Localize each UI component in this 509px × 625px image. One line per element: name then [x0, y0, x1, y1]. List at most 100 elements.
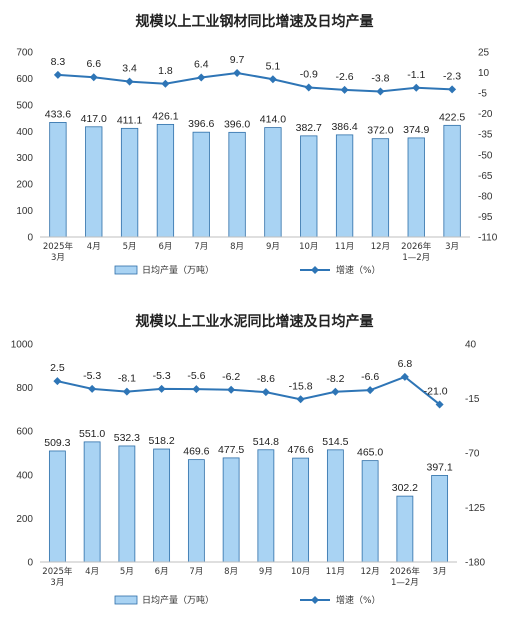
bar-value-label: 469.6: [183, 446, 209, 458]
x-axis-category-label: 2025年: [42, 566, 73, 577]
line-value-label: 1.8: [158, 65, 173, 77]
x-axis-category-label: 9月: [259, 567, 273, 577]
x-axis-category-label: 2026年: [401, 241, 432, 252]
x-axis-category-label: 5月: [120, 567, 134, 577]
line-point: [192, 385, 201, 394]
line-point: [89, 73, 98, 82]
bar-value-label: 397.1: [426, 461, 452, 473]
line-value-label: -8.2: [326, 373, 344, 385]
line-value-label: 6.4: [194, 58, 209, 70]
left-axis-tick-label: 500: [16, 100, 33, 111]
x-axis-category-label: 12月: [371, 242, 390, 252]
x-axis-category-label: 10月: [291, 567, 310, 577]
right-axis-tick-label: -20: [478, 109, 493, 120]
bar-value-label: 382.7: [296, 122, 322, 134]
legend-bar-swatch: [114, 595, 138, 605]
x-axis-category-label: 3月: [50, 578, 64, 588]
left-axis-tick-label: 600: [16, 427, 33, 438]
bar-value-label: 518.2: [148, 435, 174, 447]
bar: [300, 135, 318, 238]
bar: [118, 445, 136, 563]
line-point: [340, 85, 349, 94]
bar: [443, 124, 461, 238]
x-axis-category-label: 10月: [299, 242, 318, 252]
right-axis-tick-label: -50: [478, 150, 493, 161]
left-axis-tick-label: 200: [16, 180, 33, 191]
x-axis-category-label: 11月: [335, 242, 354, 252]
bar-value-label: 476.6: [287, 444, 313, 456]
line-point: [435, 400, 444, 409]
line-value-label: 3.4: [122, 63, 137, 75]
left-axis-tick-label: 1000: [11, 340, 34, 351]
line-point: [125, 77, 134, 86]
left-axis-tick-label: 800: [16, 383, 33, 394]
x-axis-category-label: 8月: [224, 567, 238, 577]
bar: [361, 460, 379, 563]
line-value-label: -3.8: [371, 72, 389, 84]
bar: [228, 131, 246, 238]
legend-bar-label: 日均产量（万吨）: [142, 594, 214, 606]
right-axis-tick-label: -80: [478, 191, 493, 202]
growth-line: [57, 375, 441, 406]
bar: [257, 449, 275, 563]
legend-bar-swatch: [114, 265, 138, 275]
bar: [83, 441, 101, 563]
line-point: [53, 70, 62, 79]
legend-bar-label: 日均产量（万吨）: [142, 264, 214, 276]
right-axis-tick-label: -35: [478, 130, 493, 141]
left-axis-tick-label: 300: [16, 153, 33, 164]
line-value-label: -5.6: [187, 370, 205, 382]
bar-value-label: 509.3: [44, 437, 70, 449]
x-axis-category-label: 6月: [155, 567, 169, 577]
line-value-label: 5.1: [266, 60, 281, 72]
line-value-label: -2.3: [443, 70, 461, 82]
legend-line-marker: [311, 596, 319, 604]
bar-value-label: 514.5: [322, 436, 348, 448]
bar-value-label: 465.0: [357, 447, 383, 459]
left-axis-tick-label: 0: [27, 558, 33, 569]
bar-value-label: 422.5: [439, 111, 465, 123]
line-point: [412, 83, 421, 92]
x-axis-category-label: 3月: [433, 567, 447, 577]
line-value-label: -8.1: [118, 373, 136, 385]
line-value-label: 8.3: [51, 56, 66, 68]
growth-line: [57, 71, 453, 93]
line-value-label: 9.7: [230, 54, 245, 66]
chart-title: 规模以上工业水泥同比增速及日均产量: [136, 313, 374, 330]
legend-line-label: 增速（%）: [336, 264, 381, 276]
left-axis-tick-label: 400: [16, 470, 33, 481]
left-axis-tick-label: 0: [27, 233, 33, 244]
line-value-label: -6.2: [222, 371, 240, 383]
x-axis-category-label: 5月: [123, 242, 137, 252]
bar-value-label: 414.0: [260, 114, 286, 126]
right-axis-tick-label: -110: [478, 233, 498, 244]
line-point: [376, 87, 385, 96]
bar: [48, 450, 66, 563]
x-axis-category-label: 4月: [87, 242, 101, 252]
x-axis-category-label: 8月: [230, 242, 244, 252]
x-axis-category-label: 9月: [266, 242, 280, 252]
bar: [407, 137, 425, 238]
line-point: [448, 85, 457, 94]
line-value-label: -15.8: [289, 380, 313, 392]
bar-value-label: 372.0: [367, 125, 393, 137]
line-value-label: -6.6: [361, 371, 379, 383]
line-value-label: 2.5: [50, 362, 65, 374]
bar: [292, 457, 310, 563]
legend-line-marker: [311, 266, 319, 274]
cement-chart: 规模以上工业水泥同比增速及日均产量 0 200 400 600 800 1000 40 -15 -…: [11, 313, 486, 606]
line-point: [53, 377, 62, 386]
right-axis-tick-label: 40: [465, 340, 477, 351]
right-axis-tick-label: -180: [465, 558, 485, 569]
bar: [264, 127, 282, 238]
x-axis-category-label: 12月: [360, 567, 379, 577]
line-value-label: -5.3: [153, 370, 171, 382]
line-point: [161, 79, 170, 88]
bar-value-label: 532.3: [114, 432, 140, 444]
line-value-label: 6.6: [86, 58, 101, 70]
x-axis-category-label: 1—2月: [402, 253, 430, 263]
line-point: [197, 73, 206, 82]
x-axis-category-label: 6月: [158, 242, 172, 252]
x-axis-category-label: 3月: [445, 242, 459, 252]
